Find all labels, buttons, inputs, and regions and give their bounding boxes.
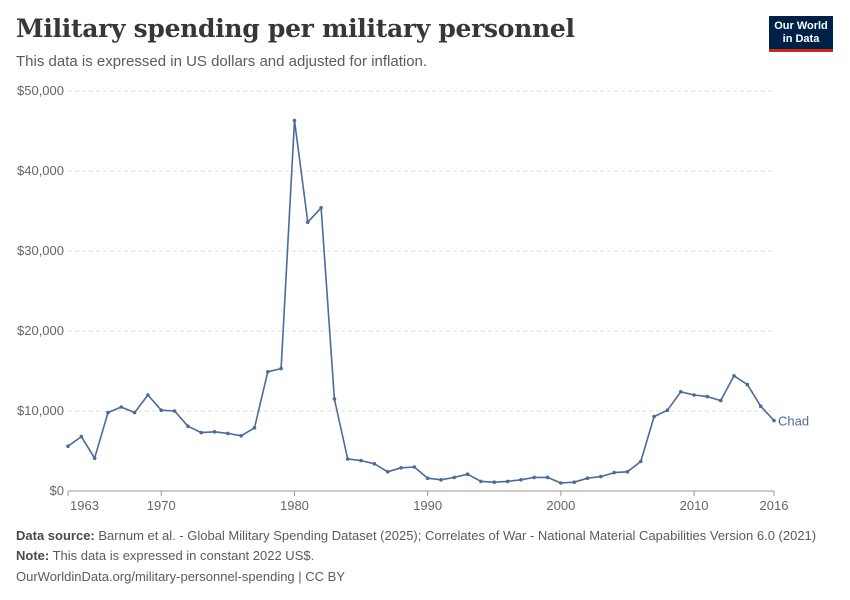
data-point <box>585 476 590 481</box>
note-text: This data is expressed in constant 2022 … <box>52 548 315 563</box>
data-point <box>479 479 483 484</box>
data-point <box>199 430 204 435</box>
y-tick-label: $0 <box>50 483 64 498</box>
y-tick-label: $40,000 <box>17 163 64 178</box>
x-tick-label: 1990 <box>413 498 442 513</box>
data-point <box>385 470 390 474</box>
data-point <box>612 470 616 475</box>
x-tick-label: 1963 <box>70 498 99 513</box>
data-point <box>345 457 350 461</box>
data-point <box>399 466 403 470</box>
data-point <box>159 408 164 413</box>
x-tick-label: 2000 <box>546 498 575 513</box>
data-point <box>692 393 696 397</box>
data-point <box>319 206 323 210</box>
note-label: Note: <box>16 548 50 563</box>
data-point <box>465 472 470 477</box>
series-label: Chad <box>778 414 809 429</box>
data-point <box>599 474 603 479</box>
data-point <box>532 475 537 480</box>
data-point <box>132 410 137 415</box>
chart-subtitle: This data is expressed in US dollars and… <box>16 53 428 70</box>
data-point <box>266 370 270 374</box>
data-point <box>678 390 683 394</box>
data-point <box>106 410 110 415</box>
data-point <box>359 458 363 463</box>
footer-note: Note: This data is expressed in constant… <box>16 548 314 563</box>
y-tick-label: $20,000 <box>17 323 64 338</box>
data-point <box>652 414 656 419</box>
data-point <box>226 431 230 436</box>
x-tick-label: 2016 <box>760 498 789 513</box>
data-point <box>332 397 337 401</box>
logo-line-1: Our World <box>774 20 828 32</box>
data-point <box>372 462 377 466</box>
series-line-chad <box>67 119 775 484</box>
data-point <box>92 456 97 461</box>
data-point <box>758 404 763 409</box>
data-point <box>439 478 443 482</box>
data-point <box>625 470 630 474</box>
data-point <box>665 408 670 413</box>
data-point <box>146 393 150 397</box>
data-point <box>638 459 643 464</box>
data-point <box>492 480 497 485</box>
data-point <box>505 479 510 484</box>
source-text: Barnum et al. - Global Military Spending… <box>98 528 817 543</box>
data-point <box>519 478 523 482</box>
x-axis: 1963 1970 1980 1990 2000 2010 2016 <box>67 490 789 513</box>
data-point <box>172 409 177 413</box>
grid-lines <box>68 90 774 412</box>
chart-title: Military spending per military personnel <box>16 14 575 43</box>
data-point <box>239 434 243 438</box>
data-point <box>545 475 550 480</box>
footer-source: Data source: Barnum et al. - Global Mili… <box>16 528 816 543</box>
data-point <box>279 366 283 371</box>
data-point <box>559 481 563 485</box>
data-point <box>119 405 124 409</box>
data-point <box>79 434 84 439</box>
y-tick-label: $30,000 <box>17 243 64 258</box>
x-tick-label: 2010 <box>680 498 709 513</box>
data-point <box>412 465 417 469</box>
y-tick-label: $50,000 <box>17 83 64 98</box>
data-point <box>252 426 257 430</box>
x-tick-label: 1980 <box>280 498 309 513</box>
x-tick-label: 1970 <box>147 498 176 513</box>
logo-line-2: in Data <box>782 33 820 45</box>
series-layer: Chad <box>66 118 809 485</box>
y-tick-label: $10,000 <box>17 403 64 418</box>
source-label: Data source: <box>16 528 95 543</box>
data-point <box>292 118 297 123</box>
data-point <box>425 476 430 481</box>
footer-url[interactable]: OurWorldinData.org/military-personnel-sp… <box>16 569 345 584</box>
data-point <box>212 430 217 434</box>
data-point <box>705 394 710 399</box>
data-point <box>452 475 457 480</box>
line-chart: $0 $10,000 $20,000 $30,000 $40,000 $50,000 19… <box>17 83 809 513</box>
data-point <box>186 424 190 429</box>
data-point <box>305 220 310 224</box>
data-point <box>772 418 776 423</box>
y-axis-ticks: $0 $10,000 $20,000 $30,000 $40,000 $50,000 <box>17 83 64 498</box>
owid-logo[interactable]: Our World in Data <box>769 16 833 52</box>
data-point <box>732 374 736 378</box>
data-point <box>572 480 576 485</box>
data-point <box>718 398 723 403</box>
data-point <box>745 382 750 387</box>
data-point <box>66 444 70 449</box>
